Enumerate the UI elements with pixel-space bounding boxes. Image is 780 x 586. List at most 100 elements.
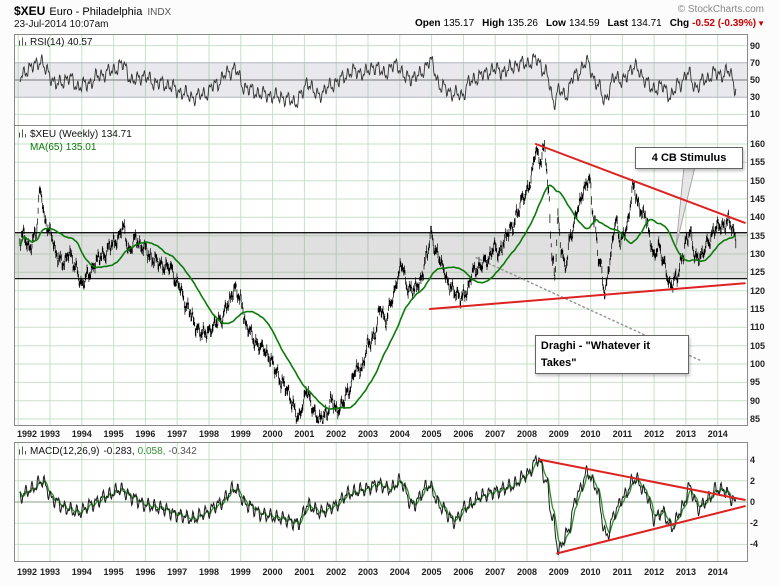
x-axis-label: 1994 (71, 567, 92, 577)
high-value: 135.26 (507, 18, 538, 29)
y-axis-label: 105 (750, 340, 766, 351)
y-axis-label: 30 (750, 92, 761, 103)
price-trendline (429, 282, 746, 310)
y-axis-label: 125 (750, 267, 766, 278)
y-axis-label: 130 (750, 249, 766, 259)
y-axis-label: 85 (750, 414, 761, 425)
y-axis-label: 95 (750, 377, 761, 388)
y-axis-label: 2 (750, 475, 756, 486)
x-axis-label: 2011 (612, 567, 633, 577)
copyright-text: © StockCharts.com (677, 4, 764, 15)
macd-trendline (556, 505, 746, 555)
price-value-text: 134.71 (101, 129, 132, 140)
x-axis-label: 2009 (548, 567, 569, 577)
x-axis-label: 1996 (135, 429, 156, 439)
x-axis-label: 2004 (389, 429, 410, 439)
x-axis-label: 2001 (294, 567, 315, 577)
y-axis-label: 135 (750, 230, 766, 241)
x-axis-label: 2014 (707, 567, 728, 577)
x-axis-label: 1997 (167, 567, 188, 577)
y-axis-label: 145 (750, 194, 766, 204)
x-axis-label: 1993 (39, 567, 60, 577)
macd-panel (14, 442, 748, 562)
x-axis-label: 2008 (516, 429, 537, 439)
x-axis-label: 1996 (135, 567, 156, 577)
chg-down-icon: ▼ (757, 19, 765, 28)
price-label-text: $XEU (Weekly) (30, 129, 99, 140)
rsi-panel (14, 34, 748, 126)
x-axis-label: 1997 (167, 429, 188, 439)
indicator-icon (19, 446, 26, 455)
x-axis-label: 2008 (516, 567, 537, 577)
x-axis-label: 1992 (16, 429, 38, 439)
x-axis-label: 1995 (103, 429, 124, 439)
y-axis-label: 155 (750, 157, 766, 168)
macd-value-text: -0.283, (103, 446, 135, 457)
x-axis-label: 2005 (421, 567, 442, 577)
ma-label-text: MA(65) (30, 142, 63, 153)
quote-summary: Open 135.17 High 135.26 Low 134.59 Last 134.71 C… (415, 18, 765, 29)
macd-panel-plot (15, 443, 747, 561)
x-axis-label: 2012 (644, 429, 665, 439)
ma65-line (19, 184, 737, 410)
exchange-text: INDX (147, 7, 172, 18)
indicator-icon (19, 37, 26, 46)
y-axis-label: 70 (750, 57, 761, 68)
x-axis-label: 2007 (485, 429, 506, 439)
x-axis-label: 2005 (421, 429, 442, 439)
y-axis-label: 4 (750, 454, 756, 465)
price-legend: $XEU (Weekly) 134.71 (18, 129, 132, 140)
macd-label-text: MACD(12,26,9) (30, 446, 100, 457)
symbol-text: $XEU (14, 4, 46, 18)
x-axis-label: 2003 (357, 429, 378, 439)
x-axis-label: 2000 (262, 567, 283, 577)
x-axis-label: 2006 (453, 429, 474, 439)
x-axis-label: 1998 (198, 429, 219, 439)
open-label: Open (414, 18, 441, 29)
chart-title-row: $XEU Euro - Philadelphia INDX (14, 4, 171, 18)
low-value: 134.59 (568, 18, 600, 29)
y-axis-label: 160 (750, 139, 766, 149)
x-axis-label: 1999 (230, 567, 251, 577)
x-axis-label: 2013 (675, 567, 696, 577)
x-axis-label: 2006 (453, 567, 474, 577)
cb-stimulus-annotation: 4 CB Stimulus (635, 146, 744, 170)
x-axis-label: 2014 (707, 429, 728, 439)
macd-signal-line (19, 460, 737, 545)
x-axis-label: 1992 (16, 567, 38, 577)
y-axis-label: 120 (750, 285, 766, 296)
y-axis-label: -2 (750, 518, 759, 529)
rsi-value-text: 40.57 (67, 37, 93, 48)
y-axis-label: 90 (750, 395, 761, 406)
datetime-text: 23-Jul-2014 10:07am (14, 19, 109, 30)
x-axis-label: 1994 (71, 429, 92, 439)
open-value: 135.17 (443, 18, 475, 29)
rsi-legend: RSI(14) 40.57 (18, 37, 92, 48)
x-axis-label: 1993 (39, 429, 60, 439)
low-label: Low (545, 18, 566, 29)
y-axis-label: 150 (750, 175, 766, 186)
indicator-icon (19, 129, 26, 138)
x-axis-label: 2002 (326, 567, 347, 577)
y-axis-label: 0 (750, 497, 756, 507)
rsi-line (19, 53, 737, 111)
x-axis-label: 2011 (612, 429, 633, 439)
x-axis-label: 2010 (580, 429, 601, 439)
x-axis-label: 2003 (357, 567, 378, 577)
macd-hist-value-text: -0.342 (168, 446, 197, 457)
rsi-label-text: RSI(14) (30, 37, 65, 48)
y-axis-label: 110 (750, 322, 765, 333)
x-axis-label: 1998 (198, 567, 219, 577)
y-axis-label: -4 (750, 539, 759, 550)
rsi-panel-plot (15, 35, 747, 125)
last-label: Last (607, 18, 629, 29)
y-axis-label: 90 (750, 40, 761, 51)
y-axis-label: 10 (750, 109, 761, 120)
x-axis-label: 2007 (485, 567, 506, 577)
x-axis-label: 2009 (548, 429, 569, 439)
ma-legend: MA(65) 135.01 (30, 142, 96, 153)
y-axis-label: 100 (750, 359, 766, 370)
macd-legend: MACD(12,26,9) -0.283, 0.058, -0.342 (18, 446, 197, 457)
chg-value: -0.52 (-0.39%) (692, 18, 757, 29)
price-panel (14, 125, 748, 426)
